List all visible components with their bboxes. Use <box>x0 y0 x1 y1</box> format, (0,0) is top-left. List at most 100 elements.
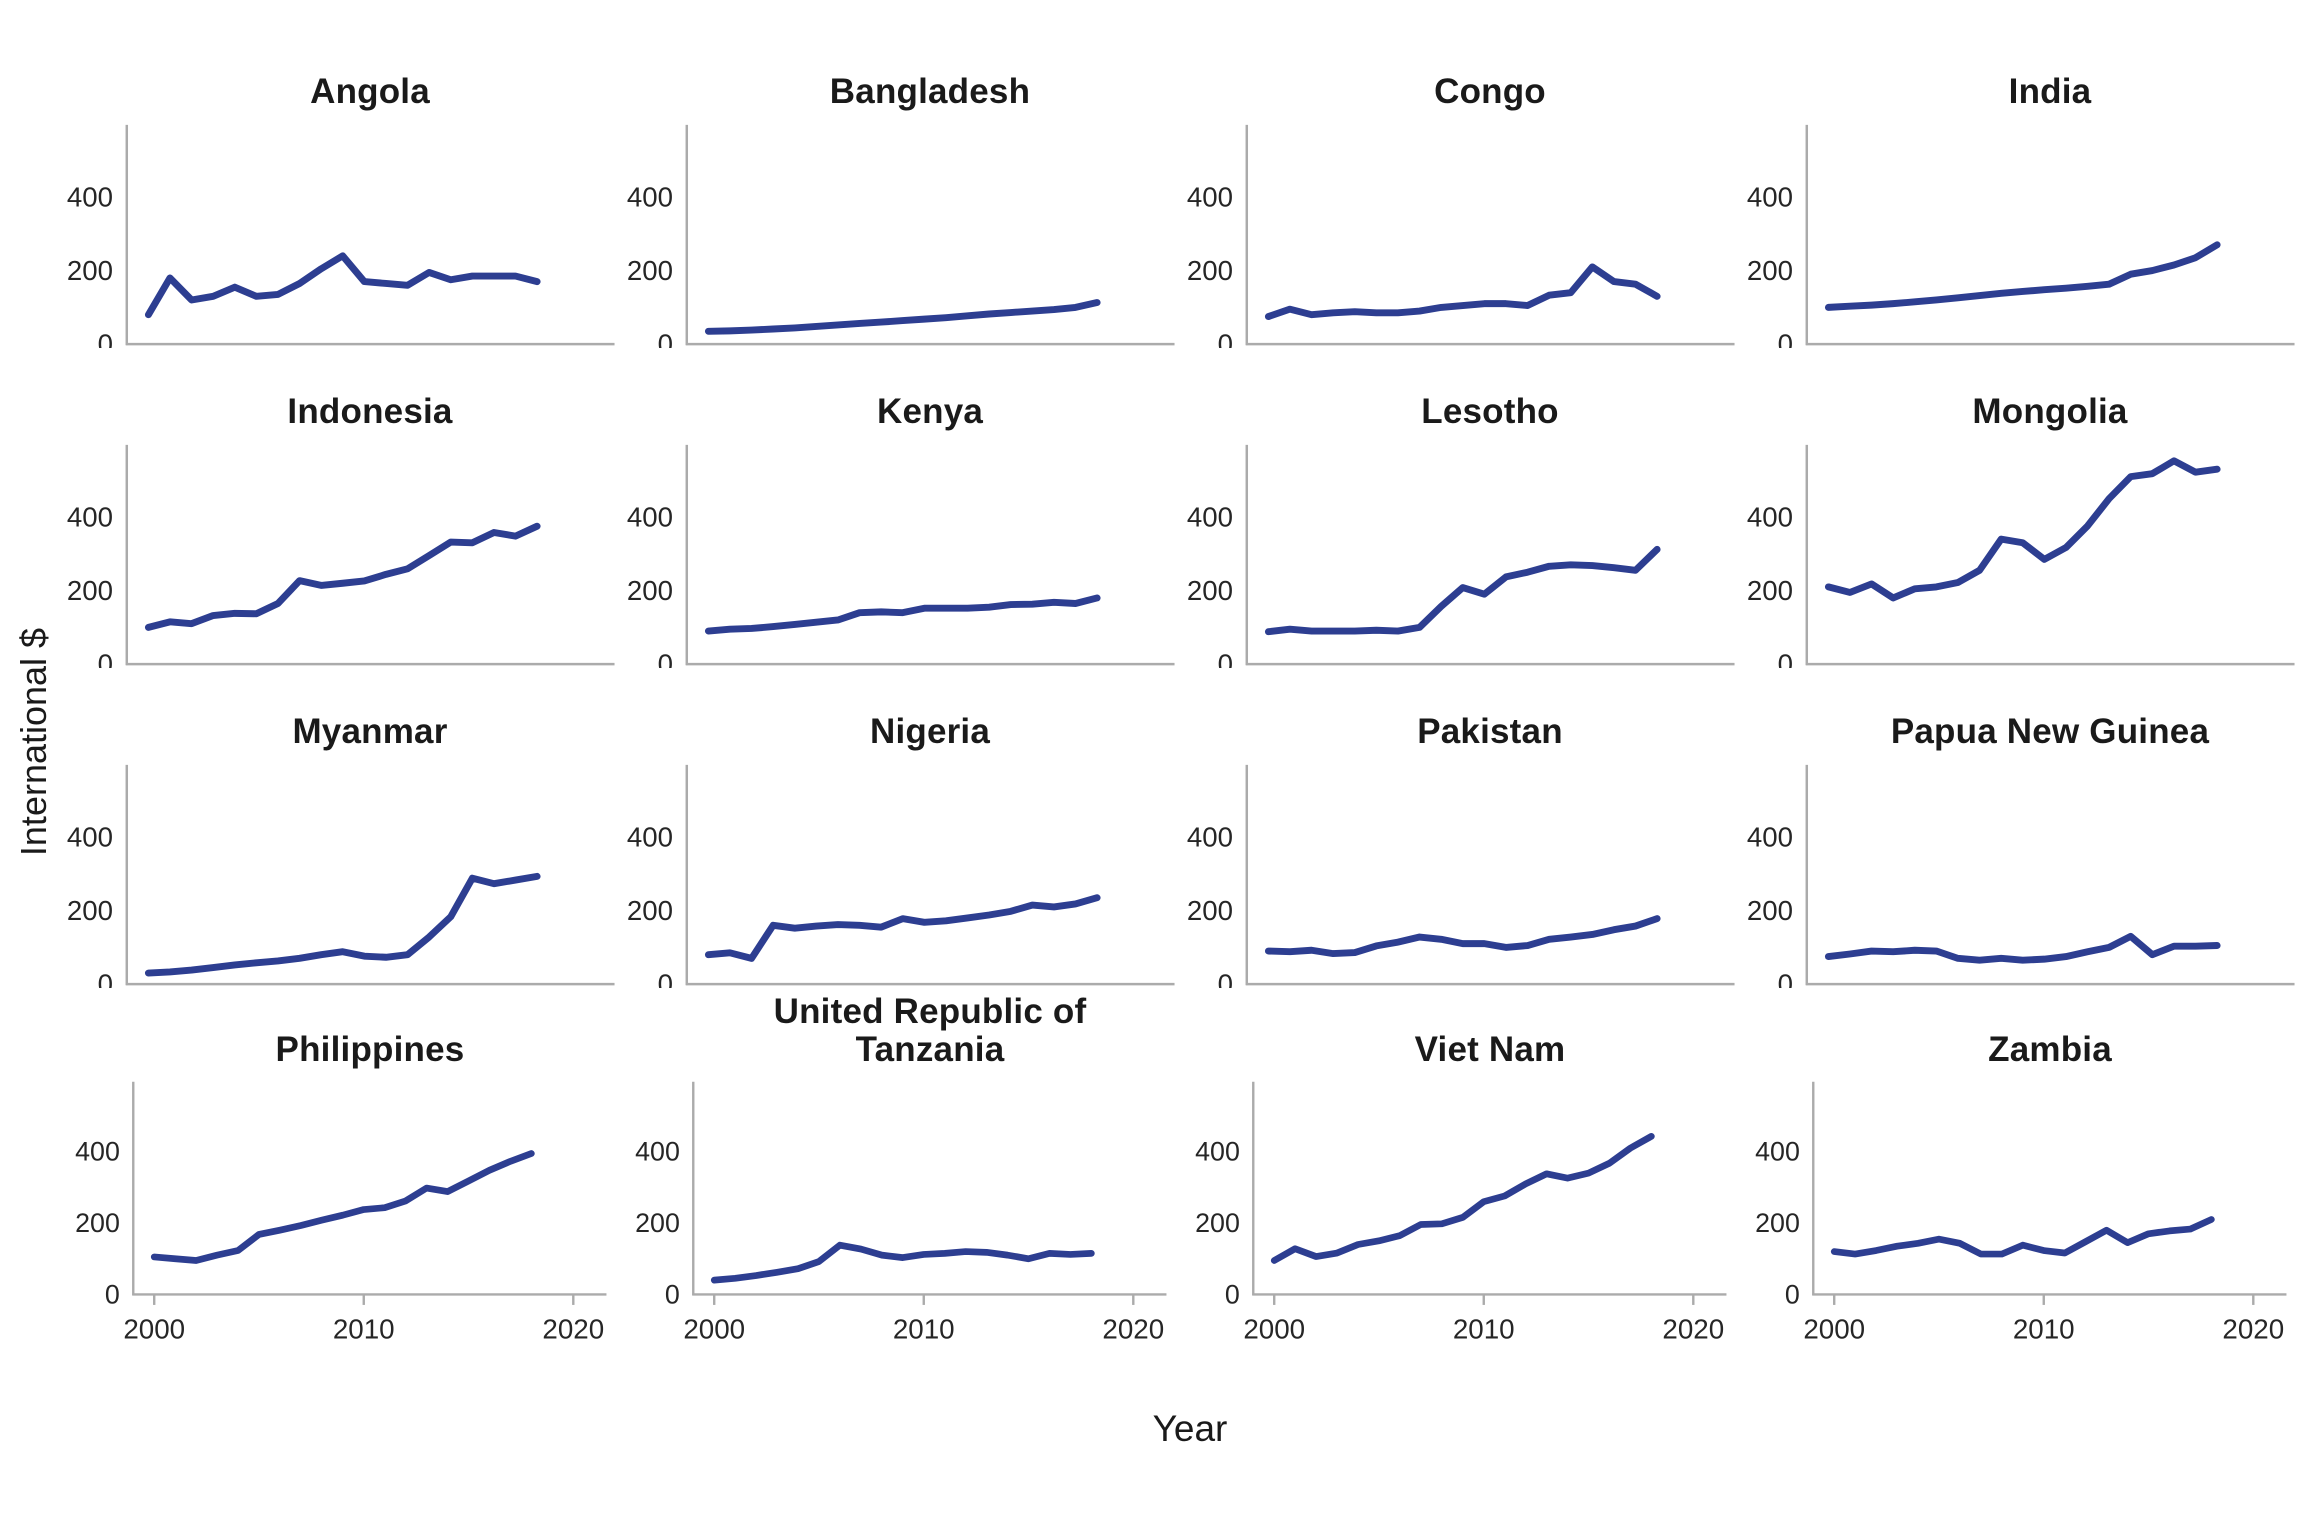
subplot-united-republic-of-tanzania: United Republic of Tanzania 0 200 400 2000 20… <box>626 988 1186 1360</box>
chart-grid: Angola 0 200 400 Bangladesh 0 200 400 Congo 0 200 4… <box>66 28 2304 1360</box>
y-tick-label: 400 <box>627 821 673 852</box>
y-tick-label: 200 <box>627 575 673 606</box>
subplot-canvas-philippines: 0 200 400 2000 2010 2020 <box>75 1082 607 1345</box>
y-tick-label: 0 <box>658 969 673 988</box>
x-tick-label: 2020 <box>542 1314 604 1345</box>
y-tick-label: 0 <box>1218 649 1233 668</box>
series-line-bangladesh <box>704 299 1101 335</box>
subplot-canvas-india: 0 200 400 <box>1747 124 2295 348</box>
subplot-myanmar: Myanmar 0 200 400 <box>66 668 626 988</box>
subplot-title: Lesotho <box>1421 392 1559 432</box>
series-line-angola <box>144 252 541 319</box>
subplot-canvas-indonesia: 0 200 400 <box>67 444 615 668</box>
y-tick-label: 200 <box>1747 895 1793 926</box>
series-line-philippines <box>150 1150 535 1265</box>
y-tick-label: 400 <box>635 1137 680 1167</box>
x-tick-label: 2000 <box>123 1314 185 1345</box>
subplot-canvas-viet-nam: 0 200 400 2000 2010 2020 <box>1195 1082 1727 1345</box>
subplot-canvas-papua-new-guinea: 0 200 400 <box>1747 764 2295 988</box>
x-tick-label: 2010 <box>893 1314 955 1345</box>
subplot-viet-nam: Viet Nam 0 200 400 2000 2010 2020 <box>1186 988 1746 1360</box>
series-line-nigeria <box>704 894 1101 962</box>
x-tick-label: 2010 <box>333 1314 395 1345</box>
y-tick-label: 400 <box>67 501 113 532</box>
y-tick-label: 400 <box>67 181 113 212</box>
series-line-viet-nam <box>1270 1133 1655 1265</box>
y-tick-label: 200 <box>1747 575 1793 606</box>
y-tick-label: 400 <box>75 1137 120 1167</box>
y-tick-label: 200 <box>1187 575 1233 606</box>
subplot-canvas-united-republic-of-tanzania: 0 200 400 2000 2010 2020 <box>635 1082 1167 1345</box>
y-tick-label: 200 <box>635 1209 680 1239</box>
subplot-title: Angola <box>310 72 430 112</box>
subplot-congo: Congo 0 200 400 <box>1186 28 1746 348</box>
subplot-title: Bangladesh <box>829 72 1031 112</box>
series-line-united-republic-of-tanzania <box>710 1242 1095 1284</box>
y-tick-label: 0 <box>98 649 113 668</box>
y-tick-label: 200 <box>627 895 673 926</box>
subplot-title: Congo <box>1434 72 1546 112</box>
subplot-canvas-angola: 0 200 400 <box>67 124 615 348</box>
subplot-bangladesh: Bangladesh 0 200 400 <box>626 28 1186 348</box>
subplot-lesotho: Lesotho 0 200 400 <box>1186 348 1746 668</box>
y-tick-label: 0 <box>1785 1280 1800 1310</box>
subplot-angola: Angola 0 200 400 <box>66 28 626 348</box>
y-tick-label: 0 <box>98 329 113 348</box>
subplot-title: Myanmar <box>292 712 448 752</box>
series-line-myanmar <box>144 872 541 977</box>
subplot-title: Zambia <box>1988 1029 2112 1069</box>
y-tick-label: 200 <box>75 1209 120 1239</box>
subplot-canvas-pakistan: 0 200 400 <box>1187 764 1735 988</box>
y-tick-label: 0 <box>665 1280 680 1310</box>
subplot-canvas-myanmar: 0 200 400 <box>67 764 615 988</box>
subplot-nigeria: Nigeria 0 200 400 <box>626 668 1186 988</box>
subplot-title: Pakistan <box>1417 712 1563 752</box>
subplot-canvas-mongolia: 0 200 400 <box>1747 444 2295 668</box>
subplot-zambia: Zambia 0 200 400 2000 2010 2020 <box>1746 988 2304 1360</box>
subplot-kenya: Kenya 0 200 400 <box>626 348 1186 668</box>
y-tick-label: 200 <box>1747 255 1793 286</box>
x-tick-label: 2000 <box>1243 1314 1305 1345</box>
x-tick-label: 2010 <box>2013 1314 2075 1345</box>
series-line-india <box>1824 241 2221 311</box>
y-tick-label: 200 <box>1755 1209 1800 1239</box>
y-tick-label: 0 <box>658 329 673 348</box>
subplot-canvas-zambia: 0 200 400 2000 2010 2020 <box>1755 1082 2287 1345</box>
subplot-title: Nigeria <box>869 712 991 752</box>
y-tick-label: 400 <box>1187 181 1233 212</box>
x-tick-label: 2010 <box>1453 1314 1515 1345</box>
subplot-papua-new-guinea: Papua New Guinea 0 200 400 <box>1746 668 2304 988</box>
series-line-lesotho <box>1264 545 1661 636</box>
y-tick-label: 400 <box>1747 181 1793 212</box>
y-tick-label: 0 <box>1218 329 1233 348</box>
y-tick-label: 400 <box>627 501 673 532</box>
y-tick-label: 200 <box>627 255 673 286</box>
subplot-title: Viet Nam <box>1414 1029 1566 1069</box>
subplot-india: India 0 200 400 <box>1746 28 2304 348</box>
x-tick-label: 2020 <box>1662 1314 1724 1345</box>
y-tick-label: 200 <box>67 895 113 926</box>
subplot-title: Kenya <box>876 392 984 432</box>
subplot-title: Papua New Guinea <box>1890 712 2210 752</box>
subplot-title: Philippines <box>275 1029 465 1069</box>
subplot-pakistan: Pakistan 0 200 400 <box>1186 668 1746 988</box>
subplot-title: United Republic of Tanzania <box>773 991 1087 1069</box>
subplot-title: Mongolia <box>1972 392 2128 432</box>
subplot-canvas-congo: 0 200 400 <box>1187 124 1735 348</box>
series-line-kenya <box>704 594 1101 635</box>
subplot-canvas-bangladesh: 0 200 400 <box>627 124 1175 348</box>
y-tick-label: 0 <box>98 969 113 988</box>
series-line-mongolia <box>1824 457 2221 602</box>
y-tick-label: 400 <box>627 181 673 212</box>
subplot-mongolia: Mongolia 0 200 400 <box>1746 348 2304 668</box>
y-axis-label: International $ <box>13 627 54 857</box>
y-tick-label: 0 <box>105 1280 120 1310</box>
series-line-indonesia <box>144 522 541 631</box>
subplot-title: Indonesia <box>287 392 453 432</box>
subplot-canvas-kenya: 0 200 400 <box>627 444 1175 668</box>
subplot-canvas-nigeria: 0 200 400 <box>627 764 1175 988</box>
subplot-canvas-lesotho: 0 200 400 <box>1187 444 1735 668</box>
y-tick-label: 0 <box>1778 329 1793 348</box>
subplot-philippines: Philippines 0 200 400 2000 2010 2020 <box>66 988 626 1360</box>
